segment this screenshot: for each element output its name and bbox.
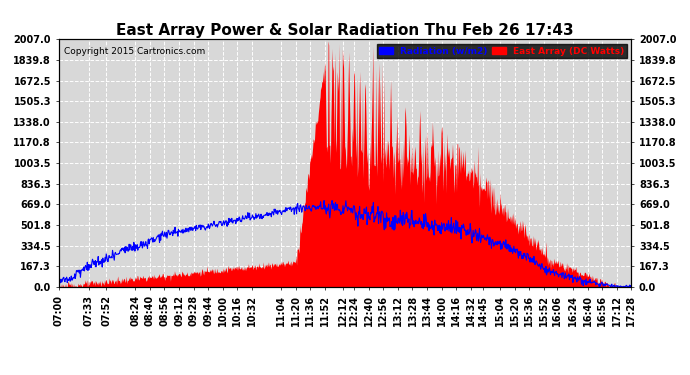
Legend: Radiation (w/m2), East Array (DC Watts): Radiation (w/m2), East Array (DC Watts) bbox=[377, 44, 627, 58]
Text: Copyright 2015 Cartronics.com: Copyright 2015 Cartronics.com bbox=[64, 47, 206, 56]
Title: East Array Power & Solar Radiation Thu Feb 26 17:43: East Array Power & Solar Radiation Thu F… bbox=[116, 23, 574, 38]
